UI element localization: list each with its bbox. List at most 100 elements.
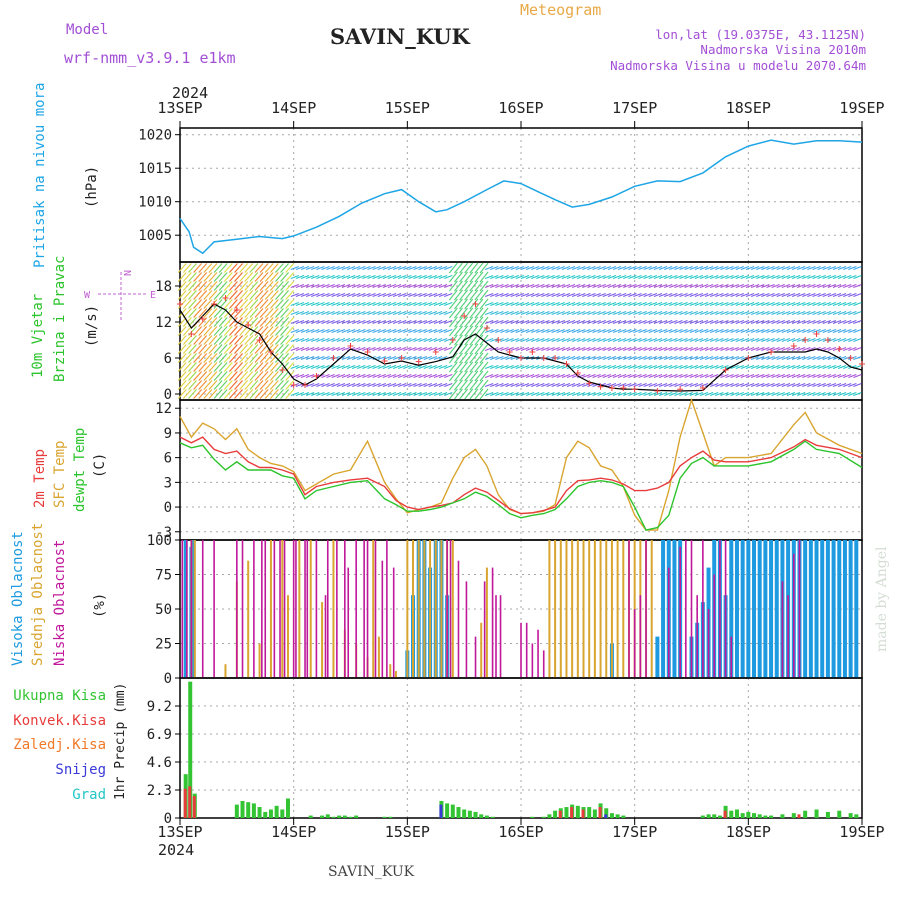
wind-barb [807, 265, 816, 271]
wind-barb [438, 355, 448, 361]
wind-barb [249, 272, 259, 282]
wind-barb [372, 328, 381, 334]
wind-barb [745, 310, 755, 316]
wind-barb [648, 391, 658, 397]
wind-barb [290, 355, 299, 361]
wind-ytick-label: 0 [164, 387, 172, 403]
wind-barb [285, 290, 295, 300]
wind-barb [448, 343, 458, 355]
wind-barb [571, 319, 581, 325]
wind-barb [822, 328, 831, 334]
wind-barb [295, 373, 305, 379]
wind-barb [520, 283, 530, 289]
wind-barb [285, 299, 295, 309]
wind-barb [351, 382, 361, 388]
wind-barb [448, 280, 458, 292]
wind-barb [582, 301, 591, 307]
wind-barb [495, 391, 504, 397]
wind-barb [269, 290, 279, 300]
wind-barb [275, 263, 284, 273]
wind-barb [418, 292, 427, 298]
wind-barb [239, 362, 249, 372]
wind-barb [577, 391, 586, 397]
wind-barb [254, 326, 264, 336]
wind-barb [234, 272, 243, 282]
wind-barb [198, 272, 208, 282]
wind-barb [239, 353, 249, 363]
wind-barb [735, 382, 745, 388]
wind-barb [249, 263, 259, 273]
wind-barb [495, 319, 504, 325]
wind-barb [387, 301, 397, 307]
wind-barb [305, 373, 315, 379]
wind-barb [832, 265, 842, 271]
wind-gust-marker [631, 386, 638, 393]
wind-barb [433, 265, 443, 271]
wind-barb [566, 328, 576, 334]
wind-barb [802, 373, 811, 379]
wind-barb [259, 326, 269, 336]
cloud-bar [825, 540, 830, 678]
wind-barb [259, 335, 269, 345]
wind-ytick-label: 6 [164, 351, 172, 367]
wind-gust-marker [824, 337, 831, 343]
wind-barb [837, 373, 847, 379]
wind-barb [341, 337, 351, 343]
wind-barb [331, 301, 340, 307]
wind-barb [653, 364, 663, 370]
wind-barb [398, 310, 407, 316]
pressure-ytick-label: 1015 [138, 161, 172, 177]
wind-barb [602, 364, 612, 370]
wind-barb [448, 388, 458, 400]
wind-barb [433, 283, 443, 289]
wind-barb [398, 382, 407, 388]
wind-barb [372, 274, 381, 280]
wind-barb [515, 301, 525, 307]
wind-barb [413, 274, 422, 280]
wind-barb [500, 283, 509, 289]
cloud-bar [672, 540, 677, 678]
wind-barb [362, 301, 371, 307]
cloud-bar [854, 540, 859, 678]
cloud-bar [808, 540, 813, 678]
wind-barb [587, 355, 596, 361]
wind-barb [679, 373, 688, 379]
wind-barb [658, 283, 668, 289]
wind-barb [479, 370, 489, 382]
wind-barb [444, 319, 453, 325]
wind-barb [843, 328, 852, 334]
wind-barb [505, 328, 514, 334]
wind-barb [305, 346, 315, 352]
wind-barb [525, 301, 535, 307]
wind-barb [674, 346, 683, 352]
wind-barb [182, 263, 192, 273]
cloud-bar [281, 540, 284, 678]
precip-bar [308, 815, 313, 818]
wind-barb [500, 265, 509, 271]
wind-barb [305, 301, 315, 307]
wind-barb [643, 391, 652, 397]
precip-bar [484, 815, 489, 818]
wind-barb [541, 265, 550, 271]
cloud-unit: (%) [92, 593, 108, 618]
wind-barb [587, 292, 596, 298]
wind-barb [689, 292, 698, 298]
wind-barb [623, 292, 632, 298]
wind-barb [464, 361, 474, 373]
wind-barb [372, 301, 381, 307]
wind-barb [490, 382, 499, 388]
wind-barb [848, 301, 857, 307]
wind-barb [254, 362, 264, 372]
wind-barb [781, 292, 791, 298]
wind-barb [771, 346, 780, 352]
wind-barb [556, 292, 565, 298]
wind-barb [448, 271, 458, 283]
wind-barb [648, 328, 658, 334]
wind-barb [638, 391, 647, 397]
wind-barb [531, 382, 540, 388]
wind-barb [766, 391, 775, 397]
wind-barb [638, 283, 647, 289]
wind-barb [259, 380, 269, 390]
wind-barb [182, 371, 192, 381]
wind-barb [643, 265, 652, 271]
